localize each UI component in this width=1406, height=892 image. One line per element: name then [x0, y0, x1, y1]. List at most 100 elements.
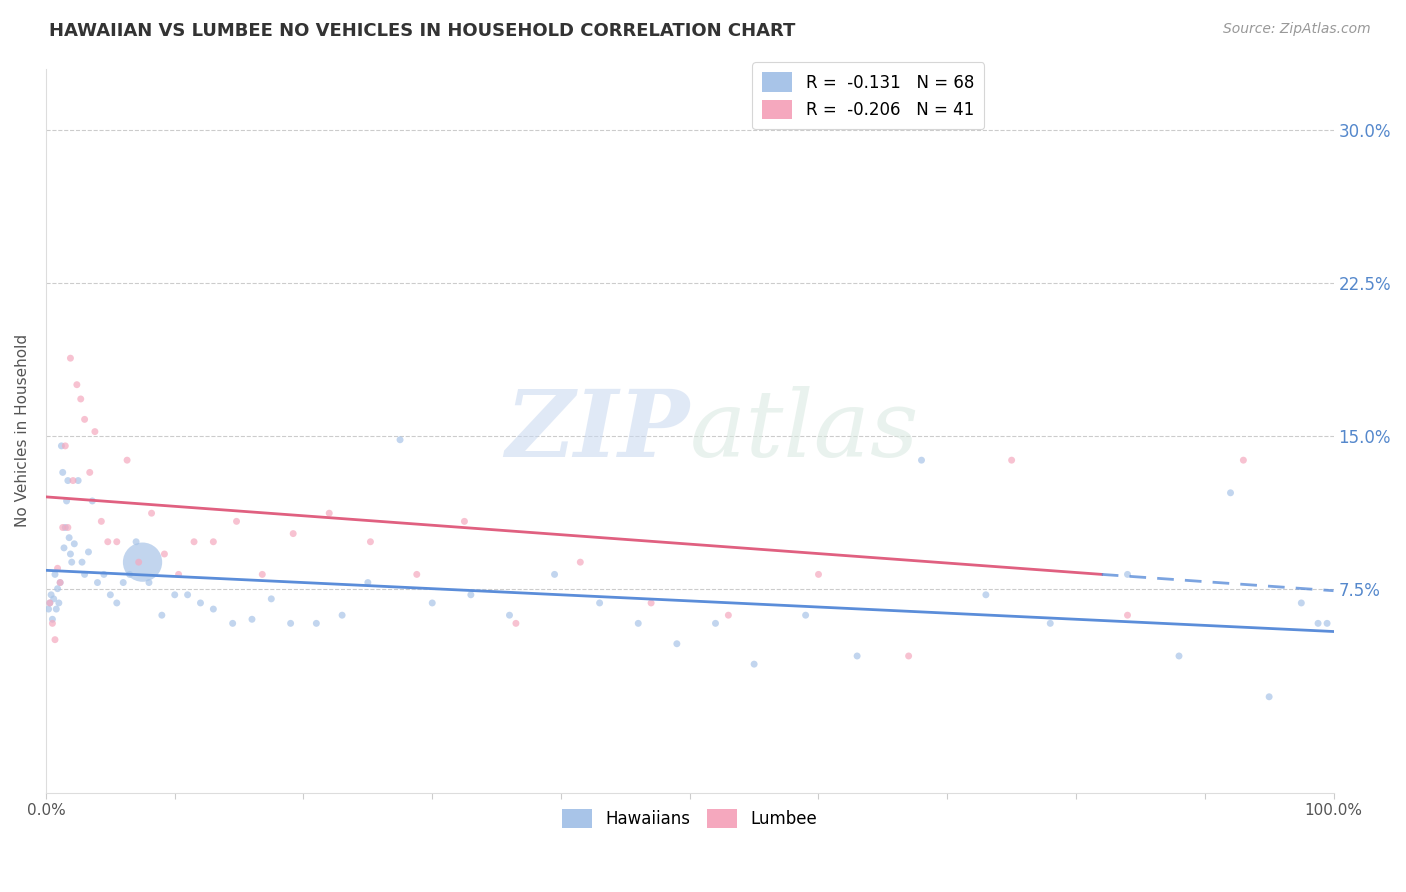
Point: [56, 520, 79, 534]
Point: [38, 596, 60, 610]
Point: [202, 602, 225, 616]
Point: [58, 531, 80, 545]
Point: [1039, 616, 1062, 631]
Point: [63, 537, 86, 551]
Point: [73, 412, 96, 426]
Point: [48, 596, 70, 610]
Point: [167, 567, 190, 582]
Point: [1001, 453, 1024, 467]
Point: [51, 439, 73, 453]
Point: [56, 474, 79, 488]
Point: [86, 575, 108, 590]
Point: [1168, 648, 1191, 663]
Point: [52, 466, 75, 480]
Point: [41, 612, 63, 626]
Point: [49, 575, 72, 590]
Point: [569, 555, 592, 569]
Point: [138, 575, 160, 590]
Point: [225, 514, 247, 528]
Point: [67, 474, 90, 488]
Text: Source: ZipAtlas.com: Source: ZipAtlas.com: [1223, 22, 1371, 37]
Point: [41, 616, 63, 631]
Point: [118, 567, 141, 582]
Point: [1219, 485, 1241, 500]
Point: [260, 591, 283, 606]
Point: [357, 575, 380, 590]
Point: [70, 555, 93, 569]
Text: ZIP: ZIP: [506, 385, 690, 475]
Point: [1316, 616, 1339, 631]
Point: [280, 616, 302, 631]
Point: [717, 608, 740, 623]
Point: [90, 514, 112, 528]
Point: [93, 567, 115, 582]
Point: [163, 588, 186, 602]
Point: [55, 494, 77, 508]
Point: [742, 657, 765, 672]
Point: [150, 608, 173, 623]
Point: [52, 520, 75, 534]
Text: HAWAIIAN VS LUMBEE NO VEHICLES IN HOUSEHOLD CORRELATION CHART: HAWAIIAN VS LUMBEE NO VEHICLES IN HOUSEH…: [49, 22, 796, 40]
Point: [1306, 616, 1329, 631]
Point: [59, 351, 82, 366]
Point: [283, 526, 305, 541]
Point: [82, 494, 104, 508]
Point: [202, 534, 225, 549]
Point: [49, 575, 72, 590]
Point: [45, 602, 67, 616]
Point: [59, 547, 82, 561]
Point: [588, 596, 610, 610]
Point: [1258, 690, 1281, 704]
Point: [240, 612, 263, 626]
Point: [79, 466, 101, 480]
Point: [794, 608, 817, 623]
Point: [640, 596, 662, 610]
Point: [53, 439, 76, 453]
Y-axis label: No Vehicles in Household: No Vehicles in Household: [15, 334, 30, 527]
Point: [221, 616, 243, 631]
Point: [53, 520, 76, 534]
Point: [846, 648, 869, 663]
Point: [69, 392, 91, 406]
Point: [176, 588, 198, 602]
Point: [897, 648, 920, 663]
Point: [665, 637, 688, 651]
Point: [460, 588, 482, 602]
Point: [112, 575, 135, 590]
Text: atlas: atlas: [690, 385, 920, 475]
Point: [46, 582, 69, 596]
Point: [73, 567, 96, 582]
Point: [252, 567, 274, 582]
Point: [190, 596, 212, 610]
Point: [105, 596, 128, 610]
Point: [38, 596, 60, 610]
Point: [627, 616, 650, 631]
Point: [60, 555, 83, 569]
Point: [1232, 453, 1254, 467]
Point: [505, 616, 527, 631]
Point: [38, 602, 60, 616]
Point: [62, 474, 84, 488]
Point: [125, 534, 148, 549]
Point: [543, 567, 565, 582]
Point: [66, 377, 89, 392]
Point: [128, 555, 150, 569]
Point: [39, 588, 62, 602]
Point: [46, 561, 69, 575]
Point: [974, 588, 997, 602]
Point: [141, 506, 163, 520]
Point: [453, 514, 475, 528]
Point: [1291, 596, 1313, 610]
Point: [44, 567, 66, 582]
Point: [330, 608, 353, 623]
Point: [53, 541, 76, 555]
Legend: Hawaiians, Lumbee: Hawaiians, Lumbee: [555, 803, 824, 835]
Point: [98, 588, 121, 602]
Point: [131, 555, 153, 569]
Point: [83, 425, 105, 439]
Point: [305, 616, 328, 631]
Point: [704, 616, 727, 631]
Point: [97, 534, 120, 549]
Point: [42, 591, 65, 606]
Point: [807, 567, 830, 582]
